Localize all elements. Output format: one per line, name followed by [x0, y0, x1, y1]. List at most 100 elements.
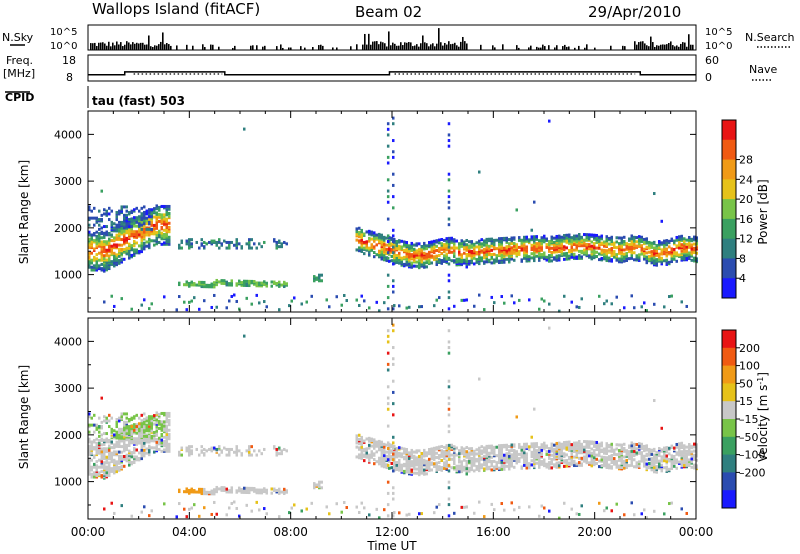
- power-cell: [418, 261, 421, 265]
- power-cell: [233, 243, 236, 247]
- power-cell: [190, 238, 193, 242]
- velocity-cell: [613, 459, 616, 463]
- velocity-cell: [508, 466, 511, 470]
- velocity-cell: [488, 465, 491, 469]
- power-cell: [135, 218, 138, 222]
- velocity-cell: [410, 460, 413, 464]
- power-cell: [158, 233, 161, 237]
- power-cell: [365, 230, 368, 234]
- nsky-bar: [108, 41, 110, 50]
- velocity-cell: [88, 453, 91, 457]
- power-cell: [498, 237, 501, 241]
- velocity-cell: [628, 464, 631, 468]
- velocity-cell: [583, 458, 586, 462]
- power-cell: [280, 245, 283, 249]
- velocity-cell: [588, 444, 591, 448]
- power-cell: [438, 258, 441, 262]
- power-cell: [453, 304, 456, 308]
- velocity-cell: [503, 453, 506, 457]
- power-cell: [633, 251, 636, 255]
- velocity-cell: [483, 450, 486, 454]
- power-cell: [640, 305, 643, 309]
- velocity-cell: [392, 329, 395, 333]
- power-cell: [548, 256, 551, 260]
- power-cell: [110, 220, 113, 224]
- velocity-cell: [386, 351, 390, 355]
- velocity-cell: [663, 446, 666, 450]
- power-cell: [510, 249, 513, 253]
- power-cell: [510, 246, 513, 250]
- velocity-cell: [135, 425, 138, 429]
- velocity-cell: [118, 427, 121, 431]
- power-cell: [563, 294, 566, 298]
- power-cell: [558, 254, 561, 258]
- velocity-cell: [133, 439, 136, 443]
- velocity-cell: [695, 453, 698, 457]
- velocity-cell: [690, 444, 693, 448]
- velocity-cell: [403, 469, 406, 473]
- power-cell: [628, 257, 631, 261]
- velocity-cell: [453, 466, 456, 470]
- power-cell: [386, 122, 390, 126]
- power-cell: [450, 246, 453, 250]
- power-cell: [380, 253, 383, 257]
- velocity-cell: [115, 432, 118, 436]
- power-cell: [595, 250, 598, 254]
- power-cell: [100, 189, 103, 193]
- power-cell: [663, 239, 666, 243]
- velocity-cell: [386, 329, 390, 333]
- velocity-cell: [248, 445, 251, 449]
- velocity-cell: [593, 440, 596, 444]
- power-cell: [393, 304, 396, 308]
- velocity-cell: [490, 468, 493, 472]
- nsky-bar: [492, 45, 494, 50]
- velocity-cell: [100, 420, 103, 424]
- velocity-cell: [233, 500, 236, 504]
- power-cell: [410, 246, 413, 250]
- power-cell: [123, 248, 126, 252]
- velocity-cell: [373, 438, 376, 442]
- power-cell: [388, 259, 391, 263]
- power-cell: [98, 264, 101, 268]
- velocity-cell: [403, 455, 406, 459]
- nsky-bar: [460, 41, 462, 50]
- power-cell: [355, 232, 358, 236]
- nsky-bar: [502, 44, 504, 50]
- power-cell: [475, 245, 478, 249]
- velocity-cell: [610, 458, 613, 462]
- power-cell: [368, 306, 371, 310]
- velocity-cell: [518, 505, 521, 509]
- power-cell: [145, 244, 148, 248]
- velocity-cell: [405, 450, 408, 454]
- velocity-cell: [518, 459, 521, 463]
- velocity-cell: [190, 490, 193, 494]
- power-cell: [380, 236, 383, 240]
- velocity-cell: [278, 487, 281, 491]
- power-cell: [543, 234, 546, 238]
- velocity-cell: [405, 448, 408, 452]
- velocity-cell: [188, 453, 191, 457]
- power-cell: [88, 243, 91, 247]
- power-cell: [643, 247, 646, 251]
- velocity-cell: [623, 463, 626, 467]
- power-cell: [685, 245, 688, 249]
- power-cell: [563, 252, 566, 256]
- velocity-cell: [120, 464, 123, 468]
- power-cell: [590, 250, 593, 254]
- power-cell: [543, 251, 546, 255]
- velocity-cell: [693, 449, 696, 453]
- velocity-cell: [95, 423, 98, 427]
- power-cell: [645, 237, 648, 241]
- velocity-cell: [133, 446, 136, 450]
- velocity-cell: [113, 461, 116, 465]
- velocity-cell: [447, 379, 451, 383]
- power-cell: [386, 178, 390, 182]
- power-cell: [635, 244, 638, 248]
- power-cell: [473, 242, 476, 246]
- power-cell: [165, 234, 168, 238]
- power-cell: [453, 246, 456, 250]
- velocity-cell: [95, 441, 98, 445]
- velocity-cell: [375, 443, 378, 447]
- velocity-cell: [392, 413, 395, 417]
- power-cell: [520, 238, 523, 242]
